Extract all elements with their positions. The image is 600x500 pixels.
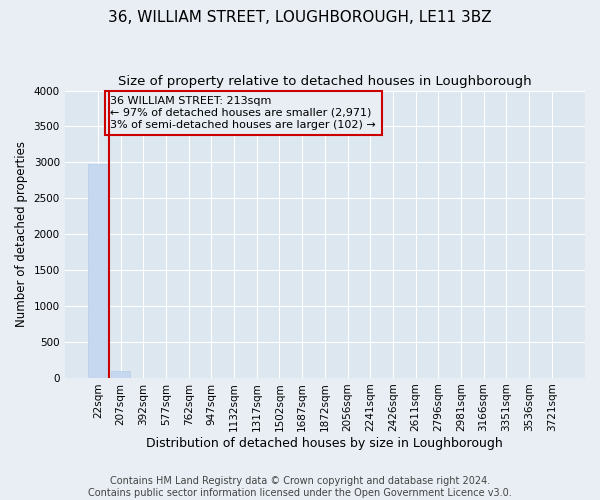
Text: 36, WILLIAM STREET, LOUGHBOROUGH, LE11 3BZ: 36, WILLIAM STREET, LOUGHBOROUGH, LE11 3… bbox=[108, 10, 492, 25]
Bar bbox=[88, 164, 107, 378]
Y-axis label: Number of detached properties: Number of detached properties bbox=[15, 141, 28, 327]
Title: Size of property relative to detached houses in Loughborough: Size of property relative to detached ho… bbox=[118, 75, 532, 88]
Text: Contains HM Land Registry data © Crown copyright and database right 2024.
Contai: Contains HM Land Registry data © Crown c… bbox=[88, 476, 512, 498]
Bar bbox=[111, 370, 130, 378]
Text: 36 WILLIAM STREET: 213sqm
← 97% of detached houses are smaller (2,971)
3% of sem: 36 WILLIAM STREET: 213sqm ← 97% of detac… bbox=[110, 96, 376, 130]
X-axis label: Distribution of detached houses by size in Loughborough: Distribution of detached houses by size … bbox=[146, 437, 503, 450]
